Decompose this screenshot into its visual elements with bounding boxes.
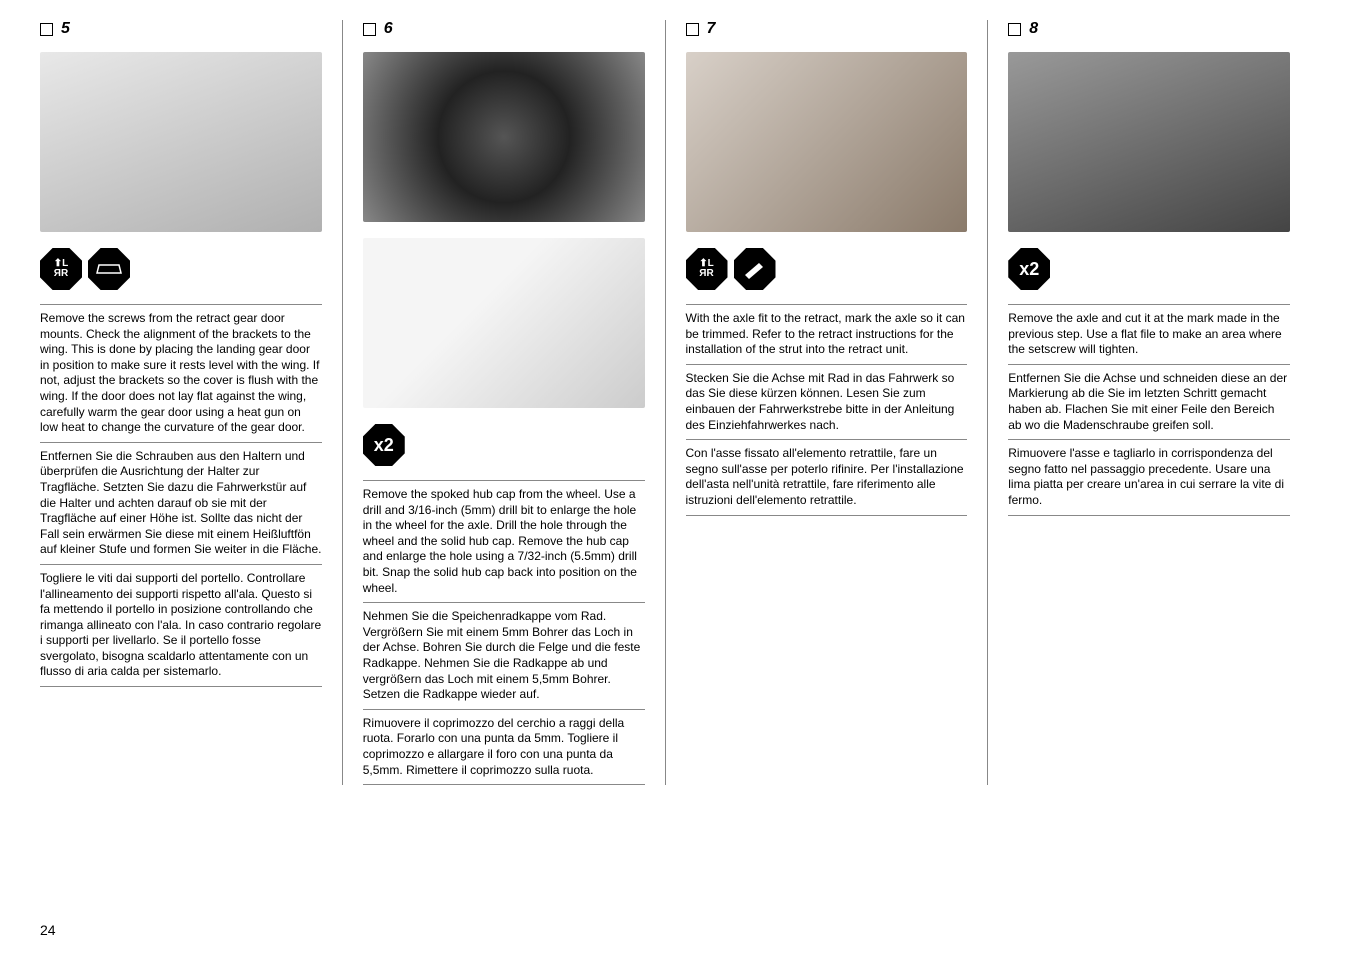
icon-row: x2 [1008,248,1290,290]
step-number: 7 [707,20,716,38]
step-header: 8 [1008,20,1290,38]
step-column-5: 5 ⬆LЯR Remove the screws from the retrac… [40,20,343,785]
checkbox-icon [363,23,376,36]
x2-badge-icon: x2 [1008,248,1050,290]
tray-icon [88,248,130,290]
instruction-text-it: Rimuovere l'asse e tagliarlo in corrispo… [1008,440,1290,515]
step-column-8: 8 x2 Remove the axle and cut it at the m… [1008,20,1310,785]
step-number: 5 [61,20,70,38]
instruction-text-de: Nehmen Sie die Speichenradkappe vom Rad.… [363,603,645,710]
instruction-text-de: Entfernen Sie die Achse und schneiden di… [1008,365,1290,440]
instruction-text-de: Entfernen Sie die Schrauben aus den Halt… [40,443,322,565]
lr-mirror-icon: ⬆LЯR [686,248,728,290]
x2-badge-icon: x2 [363,424,405,466]
step-header: 5 [40,20,322,38]
checkbox-icon [686,23,699,36]
marker-icon [734,248,776,290]
instruction-photo [1008,52,1290,232]
instruction-photo [686,52,968,232]
instruction-photo [363,52,645,222]
instruction-photo [363,238,645,408]
icon-row: ⬆LЯR [686,248,968,290]
instruction-photo [40,52,322,232]
page-number: 24 [40,922,56,938]
instruction-text-en: Remove the screws from the retract gear … [40,304,322,443]
step-number: 8 [1029,20,1038,38]
step-column-7: 7 ⬆LЯR With the axle fit to the retract,… [686,20,989,785]
icon-row: x2 [363,424,645,466]
checkbox-icon [1008,23,1021,36]
step-number: 6 [384,20,393,38]
lr-mirror-icon: ⬆LЯR [40,248,82,290]
x2-label: x2 [1019,259,1039,280]
instruction-text-en: Remove the spoked hub cap from the wheel… [363,480,645,603]
instruction-text-it: Rimuovere il coprimozzo del cerchio a ra… [363,710,645,785]
instruction-text-en: Remove the axle and cut it at the mark m… [1008,304,1290,365]
step-header: 7 [686,20,968,38]
step-column-6: 6 x2 Remove the spoked hub cap from the … [363,20,666,785]
icon-row: ⬆LЯR [40,248,322,290]
step-header: 6 [363,20,645,38]
x2-label: x2 [374,435,394,456]
instruction-text-it: Togliere le viti dai supporti del portel… [40,565,322,687]
instruction-text-en: With the axle fit to the retract, mark t… [686,304,968,365]
instruction-text-de: Stecken Sie die Achse mit Rad in das Fah… [686,365,968,440]
checkbox-icon [40,23,53,36]
instruction-text-it: Con l'asse fissato all'elemento retratti… [686,440,968,515]
